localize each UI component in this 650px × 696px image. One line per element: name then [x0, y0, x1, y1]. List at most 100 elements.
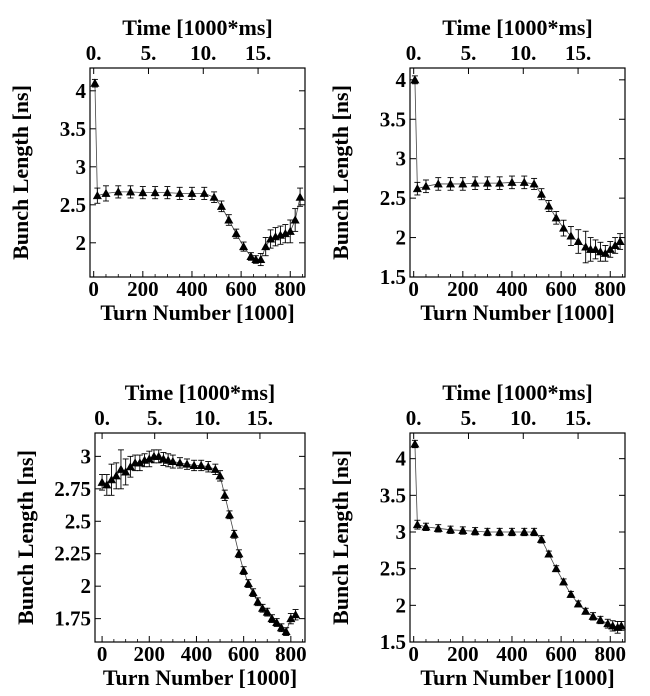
- y-tick-label: 4: [396, 447, 407, 471]
- data-point: [446, 525, 456, 534]
- y-tick-label: 2: [396, 226, 407, 250]
- data-point: [573, 599, 583, 608]
- data-point: [168, 456, 178, 466]
- data-point: [291, 610, 301, 619]
- data-point: [544, 201, 554, 210]
- data-point: [482, 178, 492, 187]
- data-point: [239, 565, 249, 575]
- data-point: [175, 188, 185, 197]
- x-tick-label: 800: [275, 277, 307, 301]
- data-point: [588, 611, 598, 620]
- data-point: [458, 525, 468, 535]
- data-point: [199, 188, 209, 197]
- data-point: [470, 178, 480, 187]
- y-tick-label: 1.5: [380, 265, 406, 289]
- series-line: [94, 83, 301, 260]
- data-point: [203, 462, 213, 471]
- x2-tick-label: 10.: [510, 41, 536, 65]
- x-tick-label: 200: [127, 277, 159, 301]
- data-point: [566, 589, 576, 598]
- y-tick-label: 2.5: [380, 557, 406, 581]
- data-point: [495, 527, 505, 536]
- x2-tick-label: 5.: [461, 41, 477, 65]
- plot-frame: [89, 67, 306, 278]
- data-point: [101, 188, 111, 197]
- data-point: [581, 606, 591, 615]
- data-point: [595, 615, 605, 624]
- x-tick-label: 600: [545, 277, 577, 301]
- y-tick-label: 3: [76, 155, 87, 179]
- data-point: [215, 471, 225, 480]
- data-point: [559, 577, 569, 586]
- y-tick-label: 2.75: [54, 477, 91, 501]
- chart-panel-bottom-right: 0 200 400 600 800 0. 5. 10. 15. 1.5 2 2.5 3 3.5 4 Turn …: [328, 380, 626, 690]
- data-point: [290, 215, 300, 224]
- data-point: [97, 477, 107, 486]
- x-tick-label: 400: [176, 277, 208, 301]
- data-point: [595, 247, 605, 256]
- data-point: [158, 454, 168, 463]
- data-point: [216, 201, 226, 210]
- data-point: [566, 231, 576, 240]
- data-point: [295, 192, 305, 201]
- data-point: [536, 189, 546, 198]
- y-axis-title: Bunch Length [ns]: [8, 85, 33, 260]
- y-tick-label: 3: [81, 444, 92, 468]
- data-point: [410, 439, 420, 448]
- data-point: [116, 464, 126, 473]
- data-point: [446, 179, 456, 188]
- data-point: [519, 527, 529, 536]
- data-point: [239, 241, 249, 251]
- data-point: [507, 177, 517, 186]
- data-point: [421, 522, 431, 531]
- data-point: [544, 549, 554, 558]
- data-point: [196, 460, 206, 469]
- x-tick-label: 0: [97, 642, 108, 666]
- y-tick-label: 2.5: [380, 186, 406, 210]
- data-point: [210, 464, 220, 473]
- data-point: [412, 520, 422, 529]
- data-point: [189, 460, 199, 469]
- data-point: [102, 480, 112, 489]
- y-axis-title: Bunch Length [ns]: [328, 450, 353, 625]
- x2-tick-label: 15.: [565, 406, 591, 430]
- y-tick-label: 1.5: [380, 630, 406, 654]
- data-point: [262, 607, 272, 616]
- data-point: [256, 254, 266, 264]
- y-tick-label: 2.25: [54, 542, 91, 566]
- x2-tick-label: 15.: [247, 406, 273, 430]
- x-tick-label: 800: [275, 642, 307, 666]
- y-tick-label: 3.5: [60, 117, 86, 141]
- x-tick-label: 0: [408, 642, 419, 666]
- data-point: [220, 490, 230, 499]
- x-tick-label: 0: [88, 277, 99, 301]
- data-point: [163, 455, 173, 464]
- data-point: [605, 244, 615, 253]
- x2-tick-label: 15.: [245, 41, 271, 65]
- data-point: [248, 588, 258, 597]
- data-point: [536, 534, 546, 543]
- data-point: [529, 179, 539, 188]
- x-tick-label: 600: [545, 642, 577, 666]
- data-point: [507, 527, 517, 536]
- data-point: [591, 244, 601, 253]
- y-tick-label: 2: [81, 574, 92, 598]
- data-point: [519, 177, 529, 186]
- data-point: [470, 526, 480, 535]
- data-point: [559, 223, 569, 232]
- series-line: [414, 79, 621, 254]
- x-tick-label: 400: [181, 642, 213, 666]
- plot-frame: [409, 432, 626, 643]
- data-point: [150, 188, 160, 197]
- chart-panel-top-left: 0 200 400 600 800 0. 5. 10. 15. 2 2.5 3 3.5 4 Turn Num…: [8, 15, 306, 325]
- data-point: [90, 78, 100, 87]
- y-tick-label: 3.5: [380, 107, 406, 131]
- data-point: [224, 510, 235, 519]
- x-axis-title: Turn Number [1000]: [420, 300, 614, 325]
- x2-tick-label: 5.: [461, 406, 477, 430]
- x2-tick-label: 0.: [86, 41, 102, 65]
- y-axis-title: Bunch Length [ns]: [13, 450, 38, 625]
- x-tick-label: 600: [225, 277, 257, 301]
- x-tick-label: 200: [134, 642, 166, 666]
